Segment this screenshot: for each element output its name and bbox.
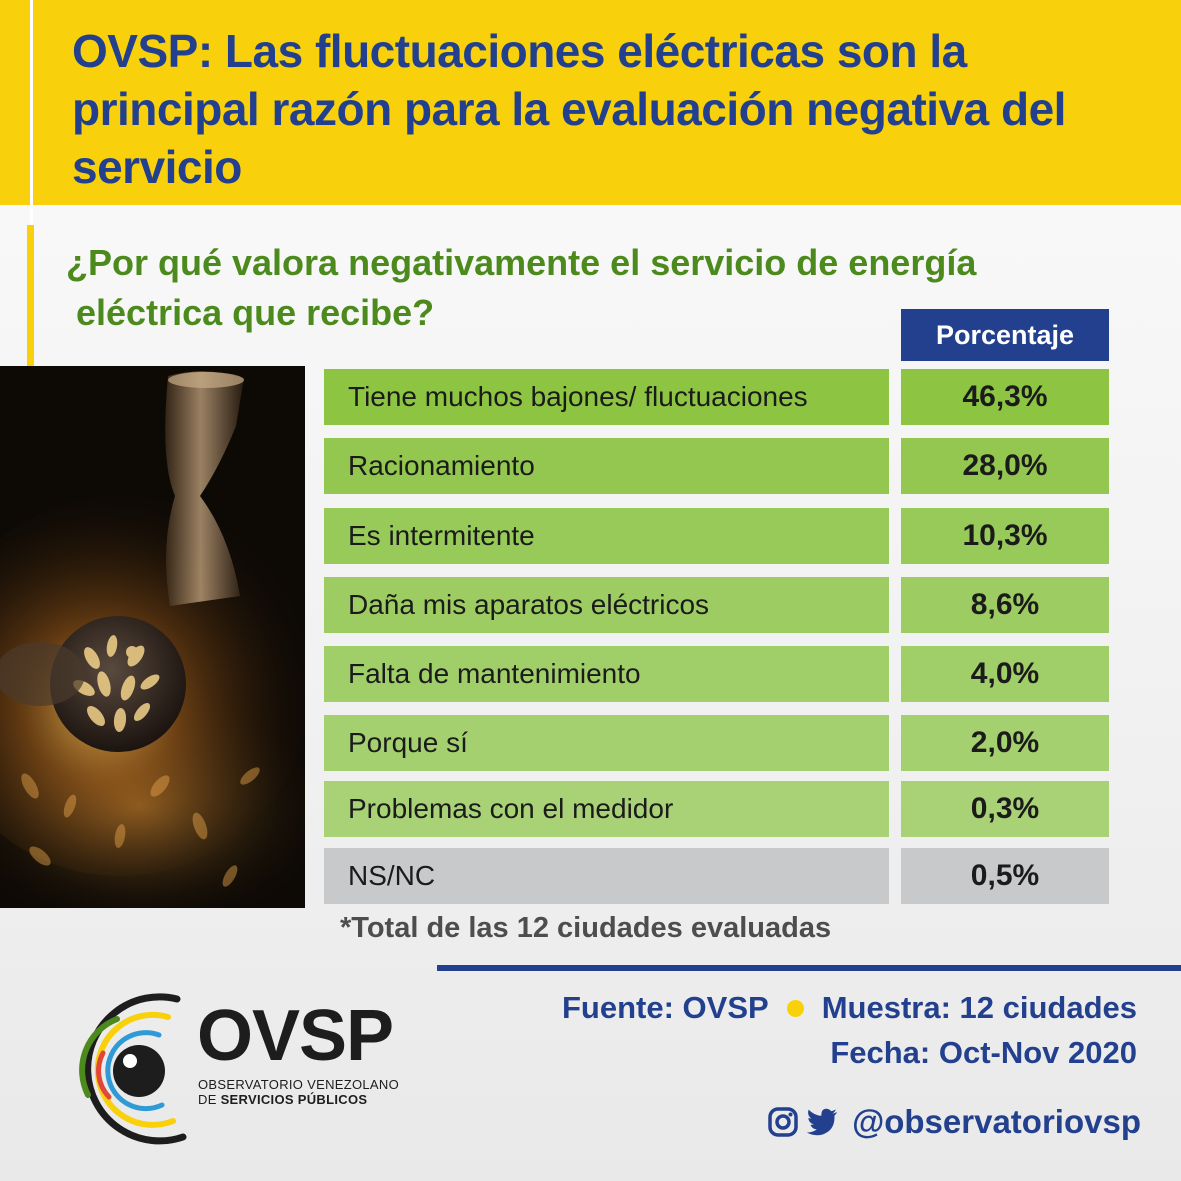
row-label: Daña mis aparatos eléctricos [324, 577, 889, 633]
row-label: Tiene muchos bajones/ fluctuaciones [324, 369, 889, 425]
row-value: 10,3% [901, 508, 1109, 564]
survey-question: ¿Por qué valora negativamente el servici… [66, 238, 1126, 338]
logo-subtitle-line-1: OBSERVATORIO VENEZOLANO [198, 1077, 399, 1092]
lantern-photo [0, 366, 305, 908]
row-value: 8,6% [901, 577, 1109, 633]
table-row: Problemas con el medidor 0,3% [324, 781, 1109, 837]
table-row: Falta de mantenimiento 4,0% [324, 646, 1109, 702]
social-handle: @observatoriovsp [768, 1103, 1141, 1141]
sample-text: Muestra: 12 ciudades [821, 990, 1137, 1025]
social-handle-text: @observatoriovsp [852, 1103, 1141, 1140]
column-header-percentage: Porcentaje [901, 309, 1109, 361]
ovsp-logo-mark [79, 993, 187, 1145]
question-accent-bar [27, 225, 34, 398]
bullet-dot-icon [786, 999, 804, 1017]
page-title: OVSP: Las fluctuaciones eléctricas son l… [72, 25, 1066, 193]
row-label: Problemas con el medidor [324, 781, 889, 837]
instagram-icon [768, 1107, 798, 1137]
row-value: 2,0% [901, 715, 1109, 771]
date-text: Fecha: Oct-Nov 2020 [830, 1035, 1137, 1070]
survey-question-line-2: eléctrica que recibe? [76, 292, 435, 333]
table-row: Racionamiento 28,0% [324, 438, 1109, 494]
row-value: 0,5% [901, 848, 1109, 904]
row-label: NS/NC [324, 848, 889, 904]
twitter-icon [806, 1108, 838, 1136]
row-label: Falta de mantenimiento [324, 646, 889, 702]
row-value: 0,3% [901, 781, 1109, 837]
source-text: Fuente: OVSP [562, 990, 769, 1025]
logo-subtitle-prefix: DE [198, 1092, 221, 1107]
table-row: Daña mis aparatos eléctricos 8,6% [324, 577, 1109, 633]
table-row: NS/NC 0,5% [324, 848, 1109, 904]
row-label: Racionamiento [324, 438, 889, 494]
row-value: 28,0% [901, 438, 1109, 494]
source-line: Fuente: OVSP Muestra: 12 ciudades [562, 990, 1137, 1026]
footnote: *Total de las 12 ciudades evaluadas [340, 912, 832, 944]
row-value: 4,0% [901, 646, 1109, 702]
lantern-photo-illustration [0, 366, 305, 908]
table-row: Tiene muchos bajones/ fluctuaciones 46,3… [324, 369, 1109, 425]
footer-divider [437, 965, 1181, 971]
logo-subtitle-line-2: DE SERVICIOS PÚBLICOS [198, 1092, 367, 1107]
header-banner [0, 0, 1181, 205]
row-label: Porque sí [324, 715, 889, 771]
logo-wordmark: OVSP [197, 996, 394, 1076]
table-row: Porque sí 2,0% [324, 715, 1109, 771]
header-divider-line [30, 0, 33, 225]
logo-subtitle-bold: SERVICIOS PÚBLICOS [220, 1092, 368, 1107]
row-label: Es intermitente [324, 508, 889, 564]
survey-question-line-1: ¿Por qué valora negativamente el servici… [66, 242, 977, 283]
row-value: 46,3% [901, 369, 1109, 425]
table-row: Es intermitente 10,3% [324, 508, 1109, 564]
